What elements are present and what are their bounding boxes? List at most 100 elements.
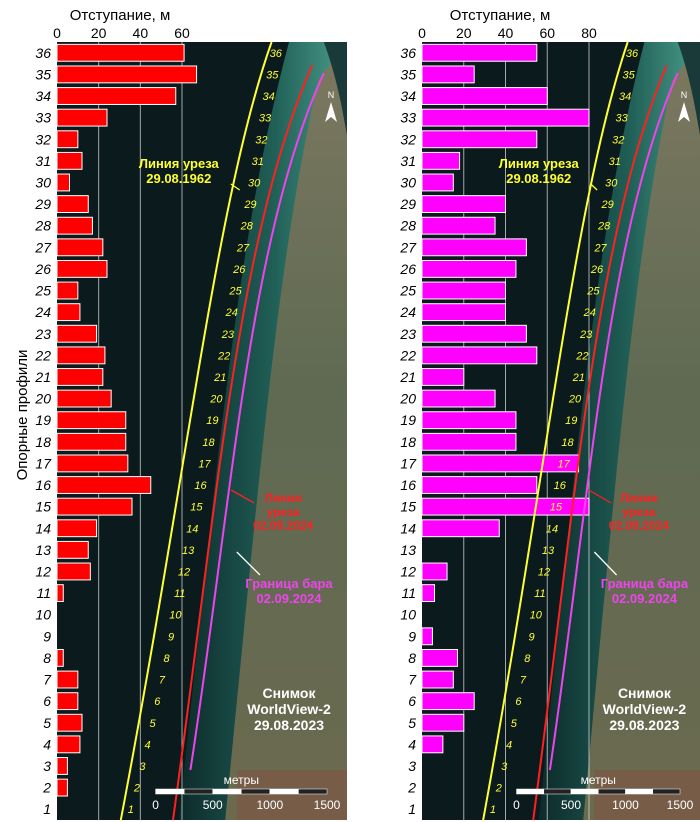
profile-number: 29 (243, 199, 256, 211)
bar (56, 108, 108, 127)
profile-number: 23 (579, 329, 593, 341)
category-label: 7 (43, 672, 52, 688)
shoreline-2024 (532, 64, 668, 821)
land-area (583, 42, 700, 820)
category-label: 17 (35, 455, 52, 471)
category-label: 11 (401, 585, 416, 601)
category-label: 2 (42, 780, 51, 796)
profile-number: 2 (133, 783, 140, 795)
category-label: 33 (400, 110, 416, 126)
image-caption: Снимок WorldView-2 29.08.2023 (603, 685, 687, 733)
bar (56, 519, 98, 538)
bar (56, 151, 83, 170)
category-label: 13 (35, 542, 51, 558)
profile-number: 8 (163, 653, 170, 665)
scale-title: метры (224, 773, 259, 787)
bar (421, 432, 517, 451)
bar (421, 216, 496, 235)
category-label: 12 (400, 563, 416, 579)
bar (56, 173, 70, 192)
bar (56, 281, 79, 300)
category-label: 7 (408, 672, 417, 688)
bar (421, 346, 538, 365)
category-label: 10 (35, 607, 51, 623)
bar (56, 584, 64, 603)
bar (421, 259, 517, 278)
north-label: N (328, 90, 335, 100)
scale-segment (516, 788, 545, 795)
profile-number: 18 (202, 437, 215, 449)
profile-number: 30 (248, 177, 261, 189)
bar (56, 87, 177, 105)
bar (421, 173, 454, 192)
profile-number: 36 (626, 48, 639, 60)
profile-number: 6 (515, 696, 522, 708)
category-label: 22 (34, 347, 51, 363)
bar (421, 497, 590, 516)
bar (56, 216, 93, 235)
profile-number: 9 (528, 631, 534, 643)
scale-tick: 1500 (667, 798, 694, 812)
category-label: 34 (400, 88, 416, 104)
scale-segment (241, 788, 271, 795)
profile-number: 19 (565, 415, 577, 427)
category-label: 21 (399, 369, 416, 385)
bar (56, 778, 68, 797)
label-bar-boundary: Граница бара 02.09.2024 (245, 576, 333, 606)
bar (421, 454, 580, 473)
bar (421, 670, 454, 689)
profile-number: 33 (616, 113, 629, 125)
category-label: 18 (400, 434, 416, 450)
bar (421, 87, 548, 105)
profile-number: 31 (609, 156, 621, 168)
bar (421, 130, 538, 149)
profile-number: 21 (572, 372, 585, 384)
profile-number: 28 (240, 221, 254, 233)
profile-number: 11 (174, 588, 185, 600)
profile-number: 20 (568, 394, 582, 406)
profile-number: 11 (534, 588, 545, 600)
bar (56, 692, 79, 711)
scale-segment (212, 788, 242, 795)
category-label: 10 (400, 607, 416, 623)
bar (56, 346, 106, 365)
scale-segment (652, 788, 681, 795)
category-label: 5 (43, 715, 51, 731)
bar (421, 324, 527, 343)
profile-number: 26 (590, 264, 604, 276)
scale-tick: 1000 (257, 798, 284, 812)
bar (56, 648, 64, 667)
category-label: 9 (408, 628, 416, 644)
profile-number: 5 (149, 718, 156, 730)
category-label: 31 (35, 153, 51, 169)
bar (56, 259, 108, 278)
category-label: 29 (34, 196, 51, 212)
label-shoreline-2024: Линия уреза 02.09.2024 (609, 491, 669, 533)
scale-segment (183, 788, 213, 795)
x-tick-label: 20 (91, 25, 107, 41)
profile-number: 4 (145, 739, 151, 751)
panel-left: 1234567891011121314151617181920212223242… (34, 7, 347, 821)
bar (421, 411, 517, 430)
category-label: 35 (400, 66, 416, 82)
profile-number: 34 (619, 91, 631, 103)
profile-number: 18 (561, 437, 574, 449)
bar (421, 476, 538, 494)
north-arrow-icon (678, 102, 690, 122)
bar-boundary (189, 72, 325, 771)
bar (56, 454, 129, 473)
bar (56, 713, 83, 732)
category-label: 1 (408, 801, 416, 817)
x-tick-label: 20 (456, 25, 472, 41)
profile-number: 31 (252, 156, 264, 168)
profile-number: 22 (217, 350, 230, 362)
profile-number: 17 (558, 458, 571, 470)
profile-number: 9 (168, 631, 174, 643)
map-overlay: 1234567891011121314151617181920212223242… (482, 41, 694, 821)
profile-number: 16 (194, 480, 207, 492)
category-label: 4 (43, 736, 51, 752)
category-label: 11 (36, 585, 51, 601)
category-label: 25 (399, 283, 416, 299)
bar (421, 735, 444, 754)
profile-number: 14 (546, 523, 558, 535)
